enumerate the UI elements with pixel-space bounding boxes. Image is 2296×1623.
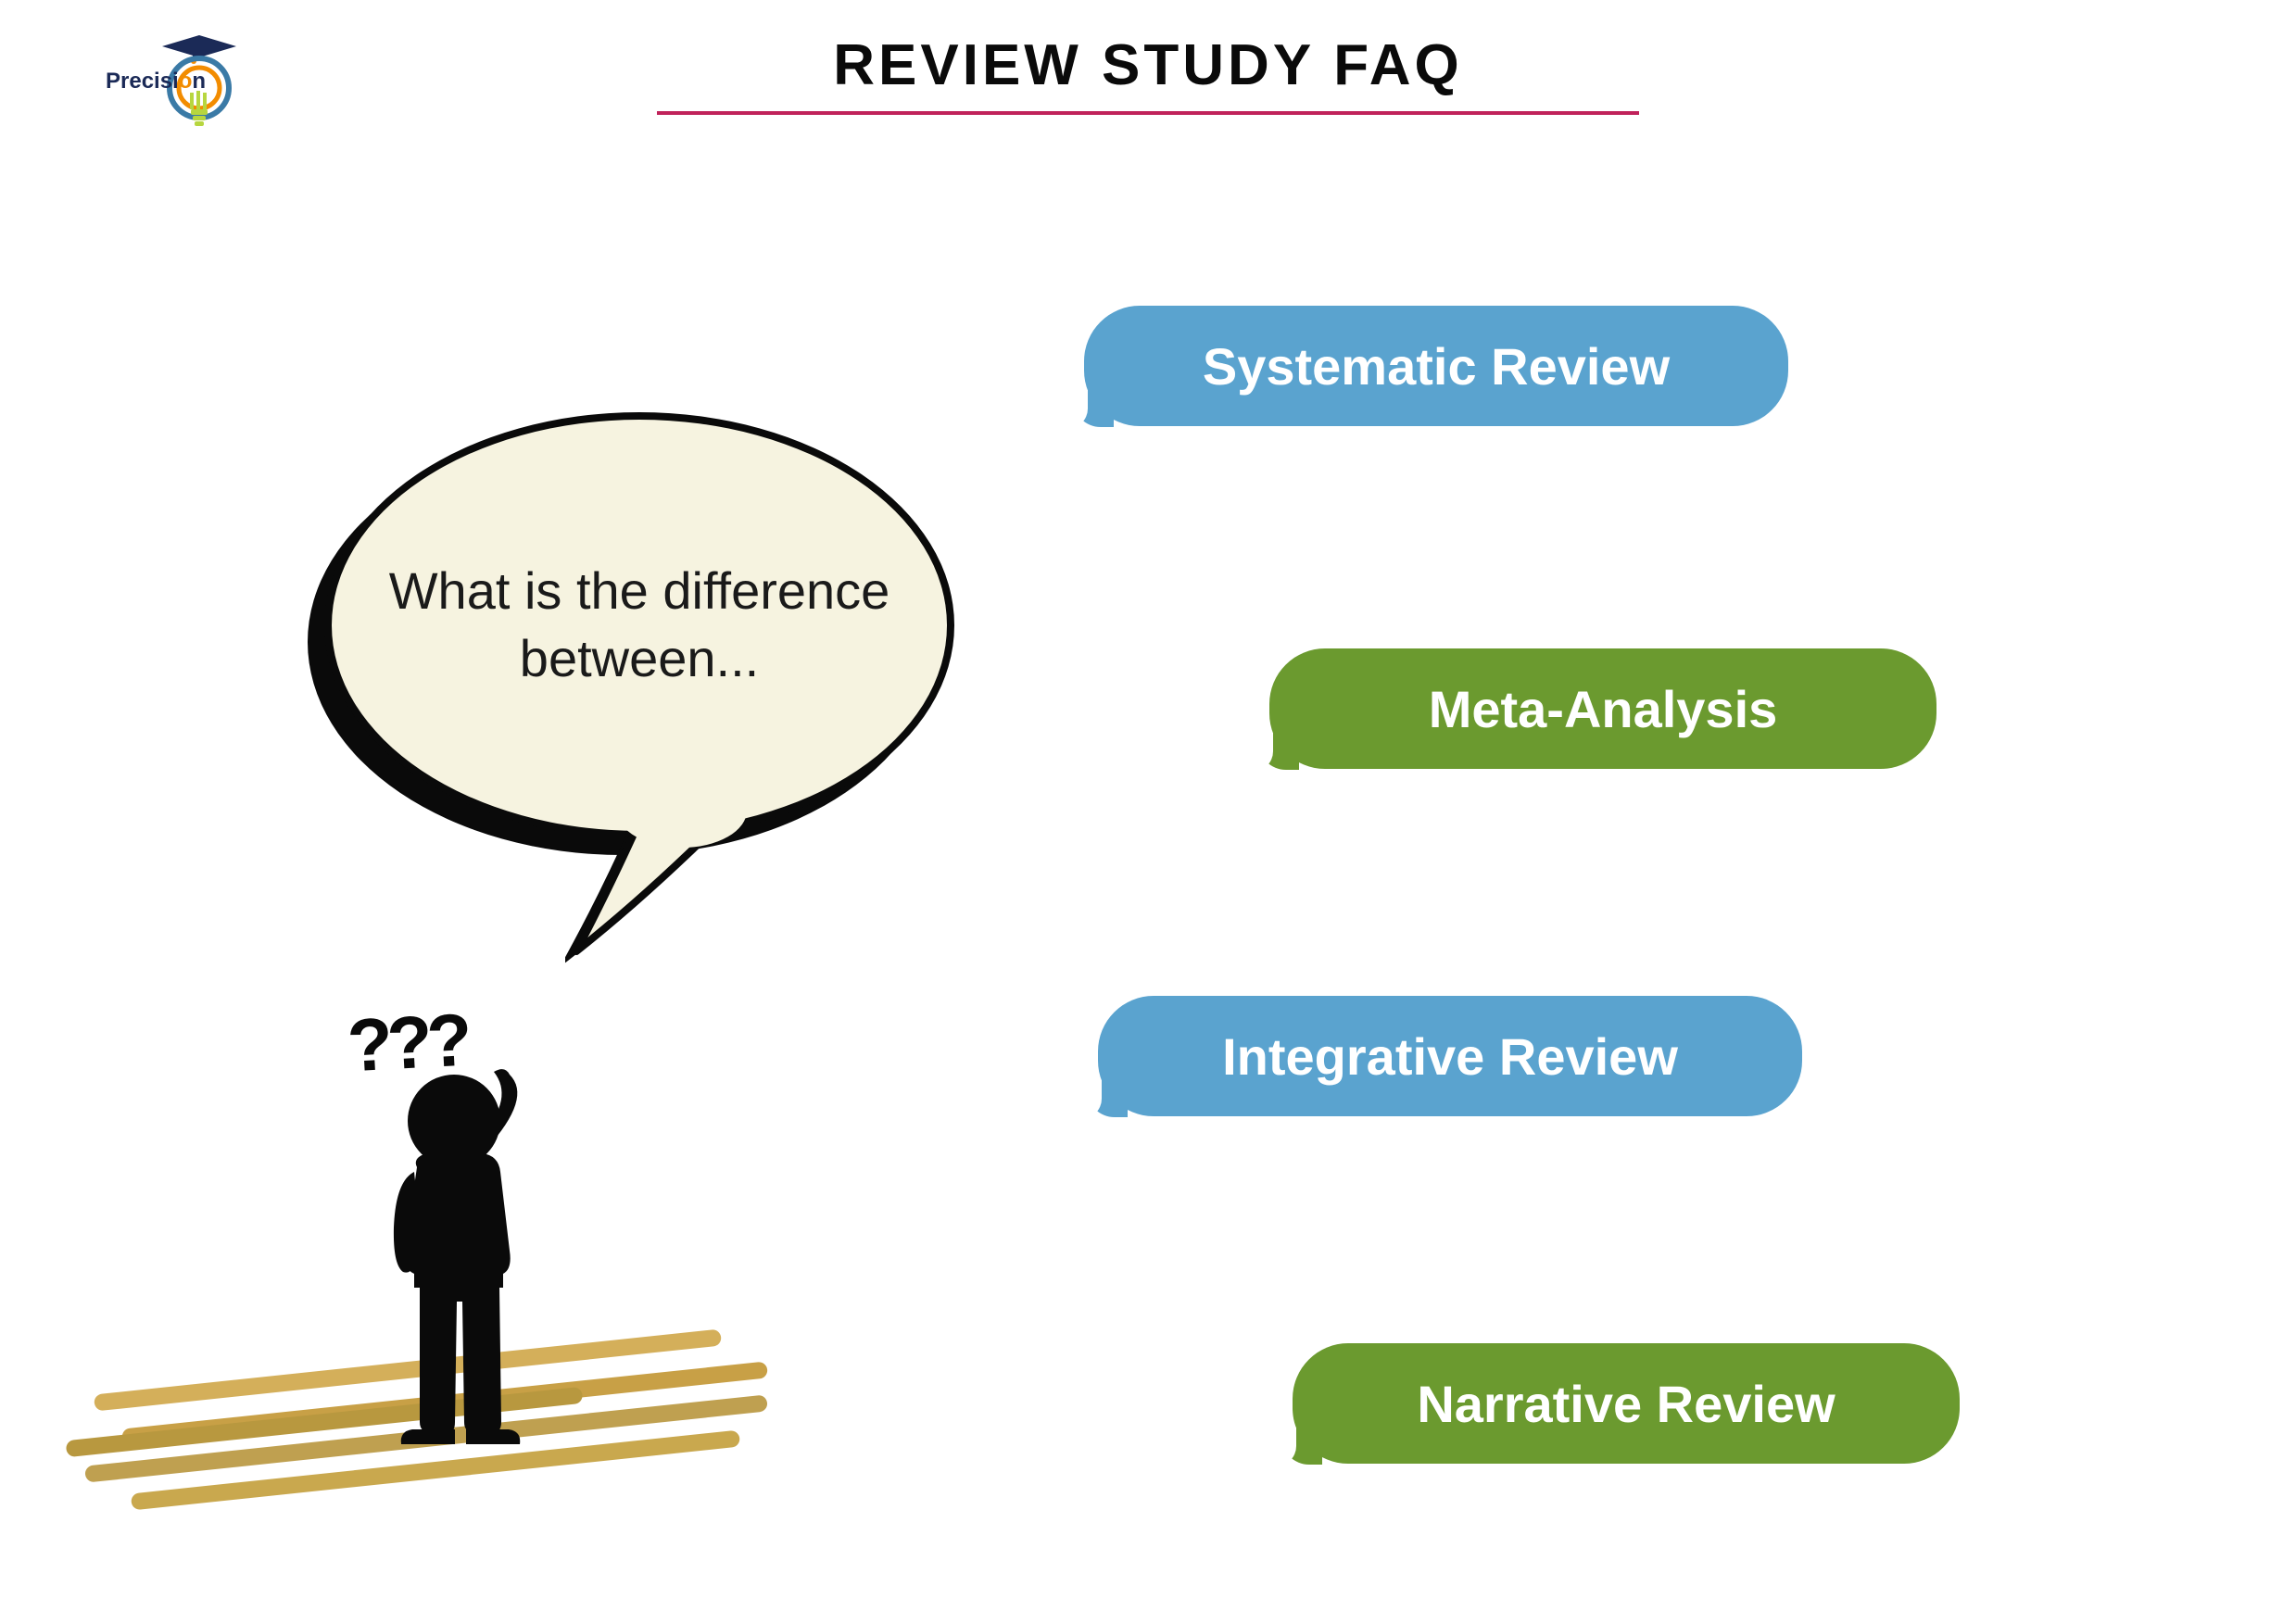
logo-text-part2: n bbox=[192, 69, 206, 94]
message-tail bbox=[1073, 390, 1114, 427]
message-bubble: Meta-Analysis bbox=[1269, 648, 1936, 769]
message-tail bbox=[1258, 733, 1299, 770]
message-label: Narrative Review bbox=[1417, 1374, 1835, 1434]
bubble-text: What is the difference between... bbox=[387, 558, 891, 693]
thought-bubble: What is the difference between... bbox=[324, 412, 991, 931]
bubble-body: What is the difference between... bbox=[324, 412, 954, 838]
confused-person-icon: ??? bbox=[347, 1014, 588, 1450]
message-bubble: Systematic Review bbox=[1084, 306, 1788, 426]
message-label: Meta-Analysis bbox=[1429, 679, 1778, 739]
message-bubble: Narrative Review bbox=[1293, 1343, 1960, 1464]
logo-text-accent: o bbox=[179, 69, 193, 94]
message-bubble: Integrative Review bbox=[1098, 996, 1802, 1116]
message-tail bbox=[1281, 1428, 1322, 1465]
message-label: Integrative Review bbox=[1222, 1026, 1678, 1087]
title-underline bbox=[657, 111, 1639, 115]
precision-logo: Precision bbox=[111, 28, 278, 144]
logo-text-part: Precisi bbox=[106, 69, 179, 94]
page-title: REVIEW STUDY FAQ bbox=[657, 32, 1639, 98]
page-title-wrap: REVIEW STUDY FAQ bbox=[657, 32, 1639, 115]
bubble-tail-icon bbox=[565, 792, 769, 977]
message-tail bbox=[1087, 1080, 1128, 1117]
question-marks: ??? bbox=[346, 998, 469, 1089]
message-label: Systematic Review bbox=[1203, 336, 1670, 396]
